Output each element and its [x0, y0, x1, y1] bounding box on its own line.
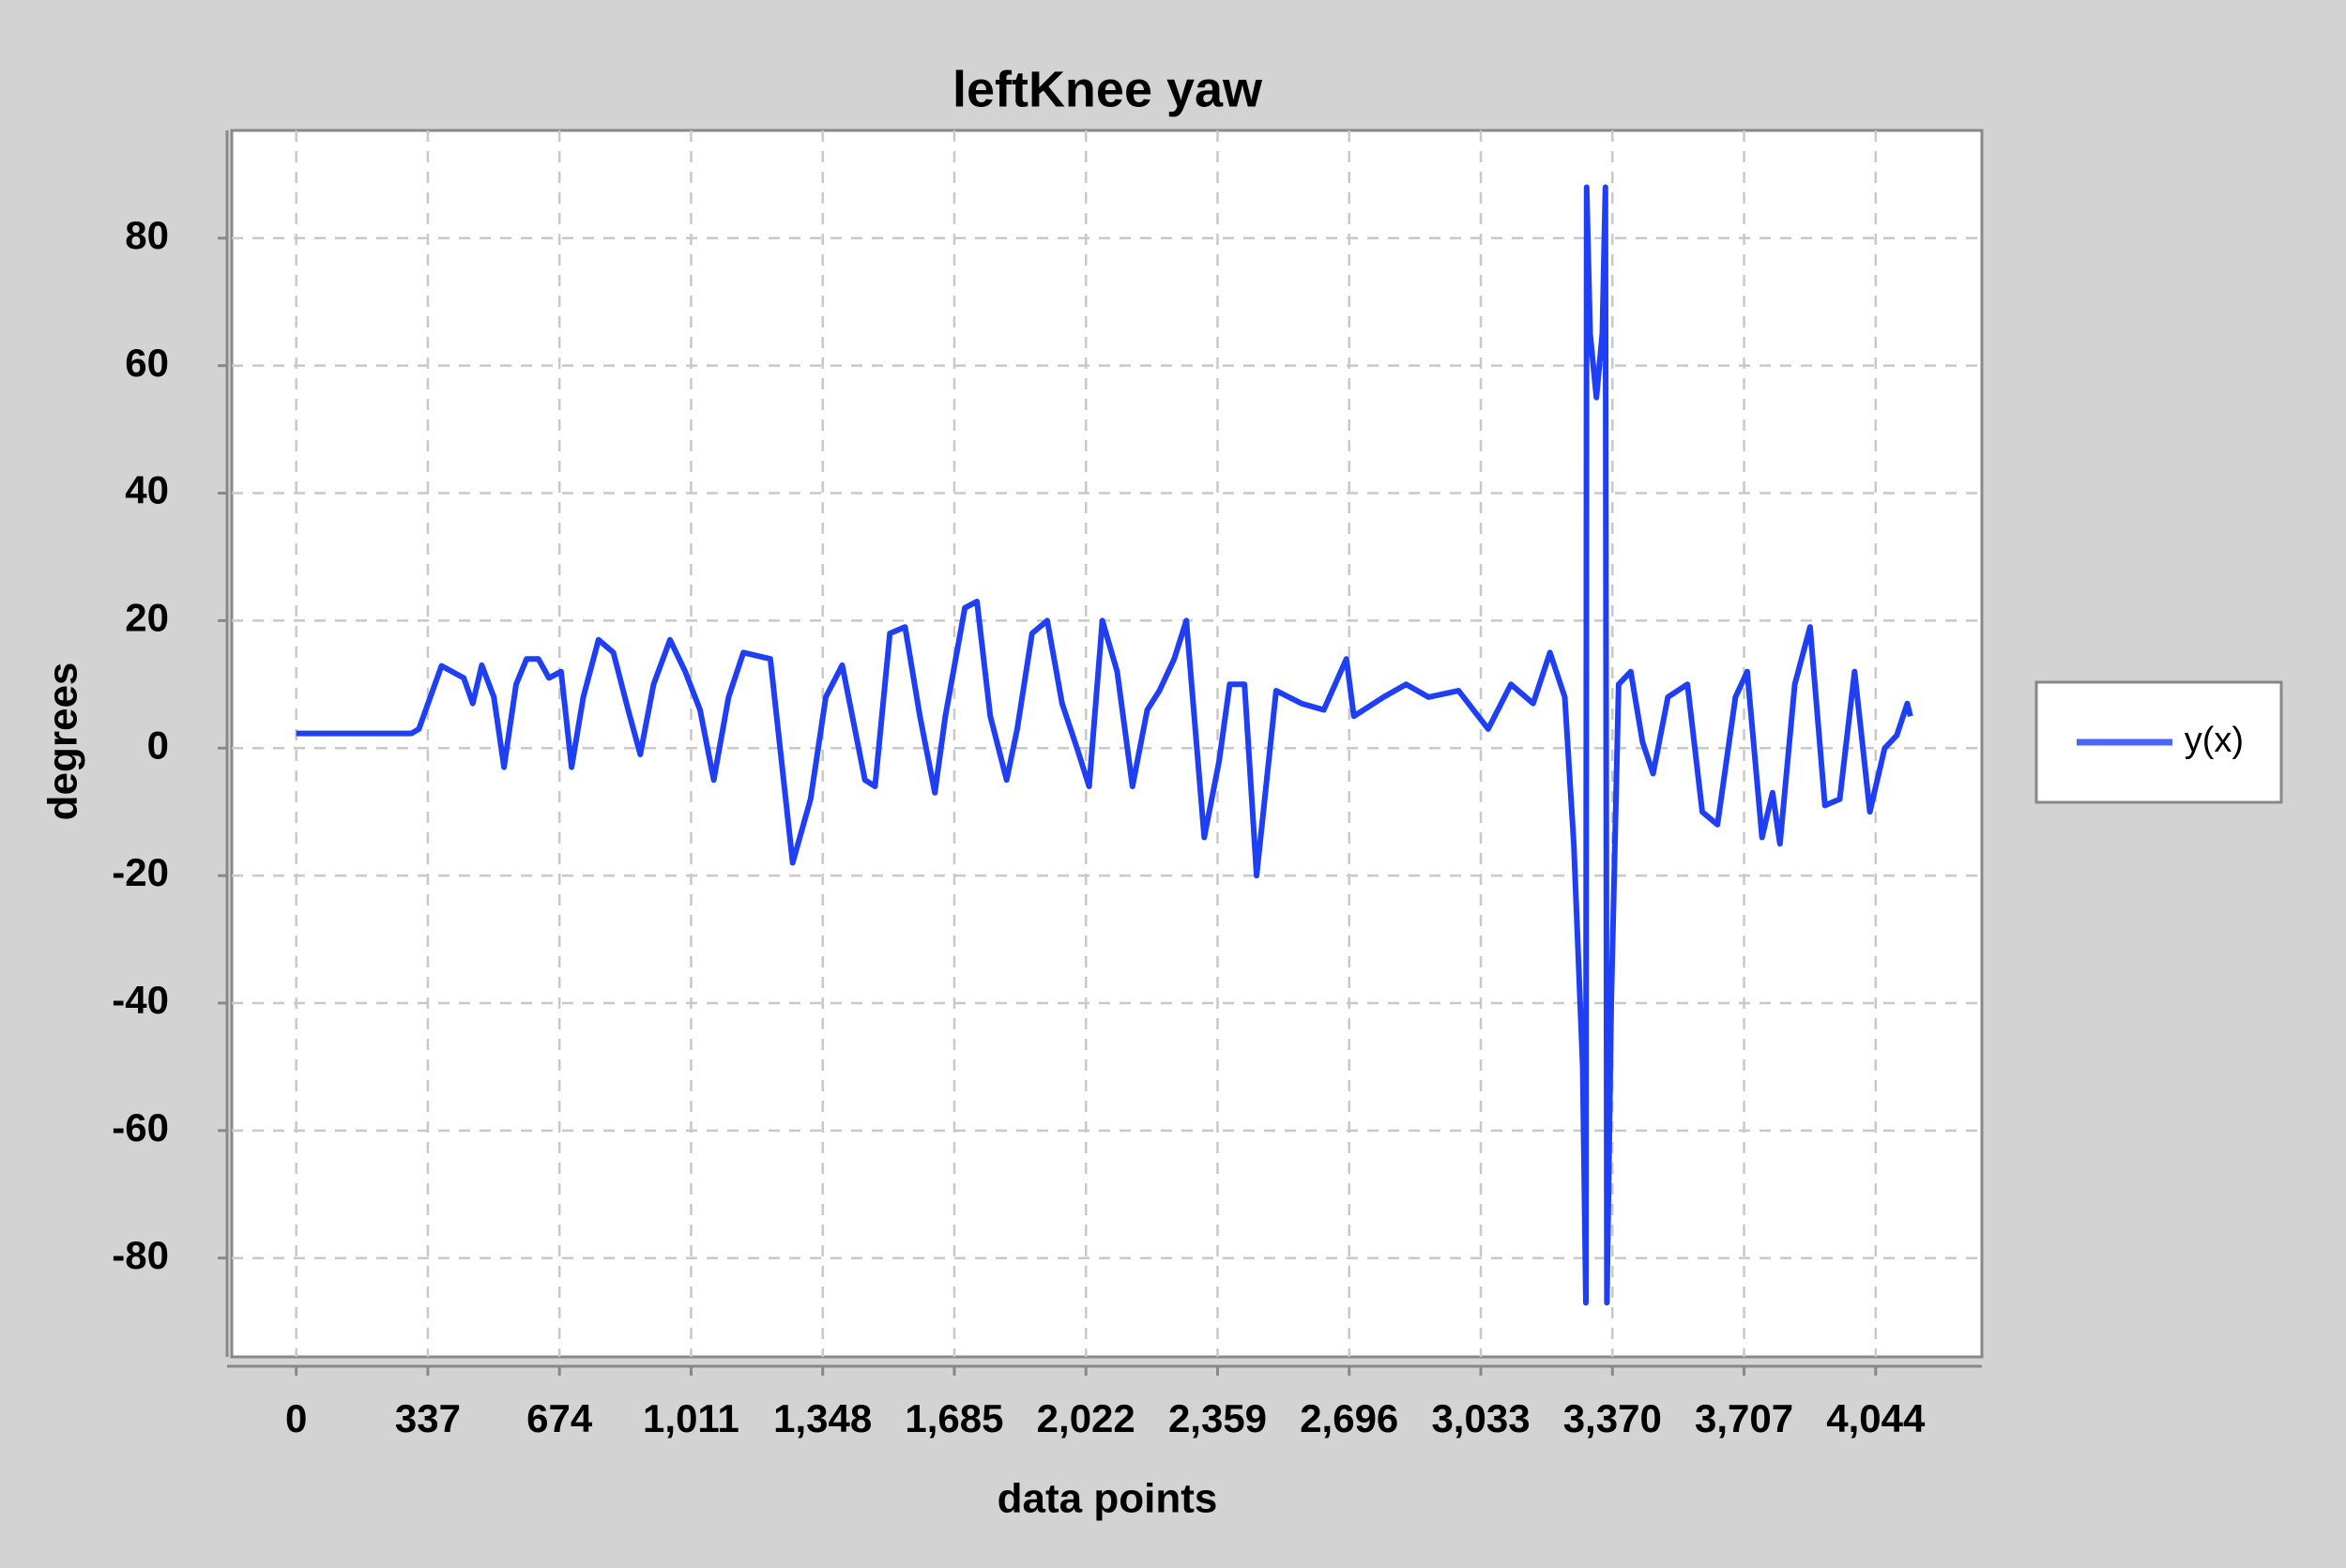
- y-tick-label: 80: [125, 213, 169, 257]
- y-tick-label: 60: [125, 341, 169, 385]
- x-tick-label: 2,696: [1300, 1396, 1398, 1440]
- plot-area: [230, 129, 1984, 1359]
- x-tick-label: 1,685: [905, 1396, 1003, 1440]
- y-tick-label: -20: [112, 850, 169, 894]
- legend-label: y(x): [2185, 721, 2244, 760]
- x-tick-label: 3,707: [1695, 1396, 1793, 1440]
- y-tick-label: 20: [125, 595, 169, 639]
- x-tick-label: 2,022: [1037, 1396, 1135, 1440]
- x-tick-label: 1,011: [643, 1396, 739, 1440]
- x-axis-label: data points: [998, 1476, 1218, 1522]
- y-tick-label: -40: [112, 978, 169, 1022]
- x-tick-label: 1,348: [773, 1396, 872, 1440]
- data-line: [296, 184, 1913, 1306]
- y-tick-label: 0: [147, 723, 169, 767]
- x-tick-label: 674: [526, 1396, 593, 1440]
- y-axis-label: degrees: [40, 662, 86, 821]
- y-tick-label: -60: [112, 1105, 169, 1149]
- x-tick-label: 2,359: [1168, 1396, 1267, 1440]
- chart-title: leftKnee yaw: [952, 61, 1263, 117]
- y-tick-label: -80: [112, 1233, 169, 1277]
- x-tick-label: 4,044: [1826, 1396, 1926, 1440]
- y-tick-label: 40: [125, 468, 169, 512]
- x-tick-label: 3,033: [1431, 1396, 1530, 1440]
- x-tick-label: 337: [395, 1396, 461, 1440]
- x-tick-label: 3,370: [1563, 1396, 1662, 1440]
- x-tick-label: 0: [285, 1396, 307, 1440]
